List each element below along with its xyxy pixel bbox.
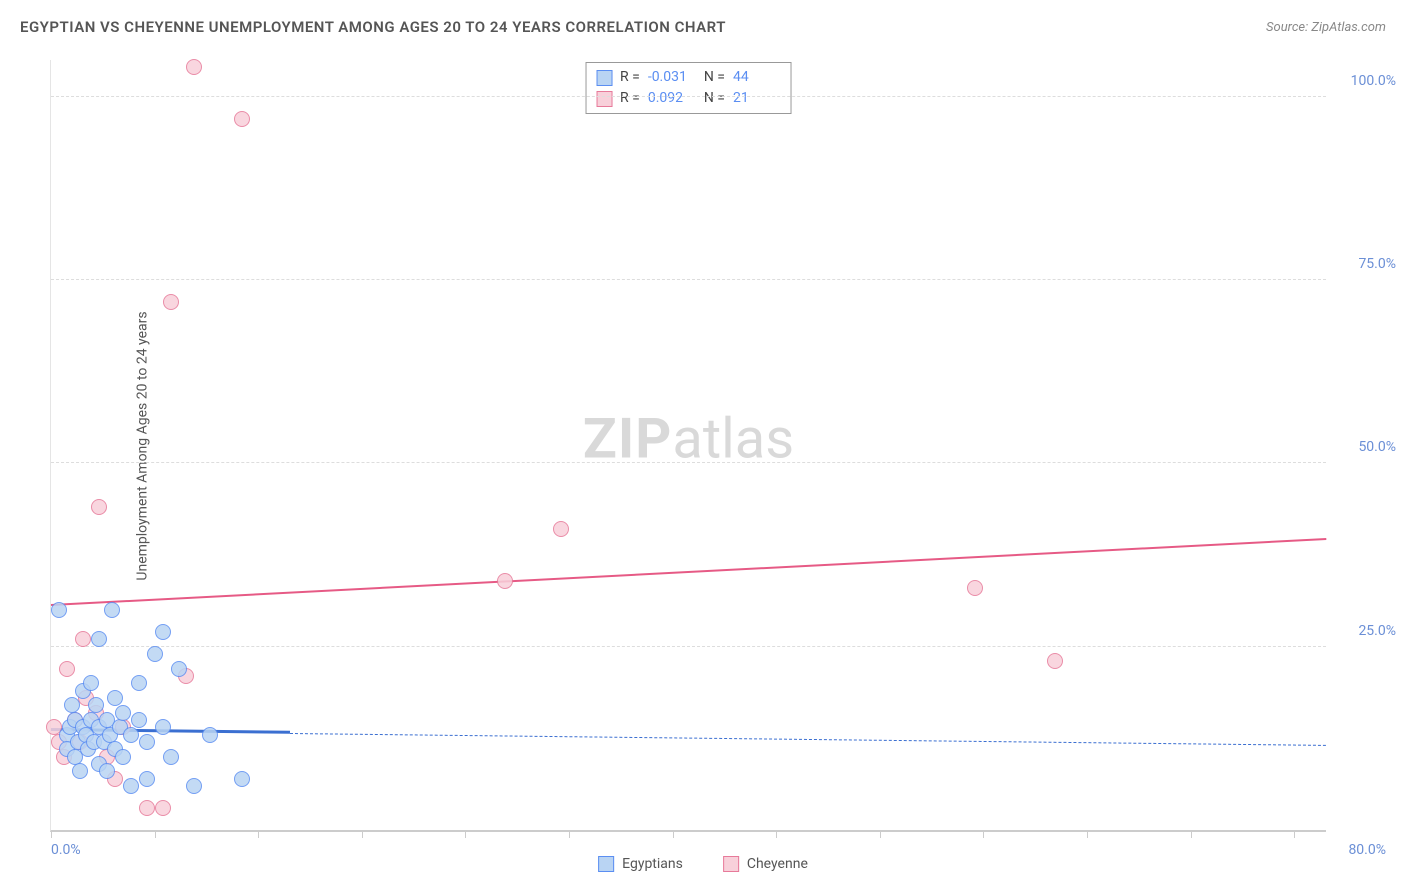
r-value-a: -0.031 xyxy=(648,67,696,88)
data-point-cheyenne xyxy=(75,631,91,647)
x-axis-max-label: 80.0% xyxy=(1348,842,1386,858)
gridline xyxy=(51,279,1326,280)
data-point-cheyenne xyxy=(234,111,250,127)
x-tick xyxy=(1087,830,1088,838)
legend-item-a: Egyptians xyxy=(598,856,683,872)
gridline xyxy=(51,96,1326,97)
data-point-egyptians xyxy=(115,749,131,765)
bottom-legend: Egyptians Cheyenne xyxy=(598,856,808,872)
data-point-egyptians xyxy=(234,771,250,787)
chart-title: EGYPTIAN VS CHEYENNE UNEMPLOYMENT AMONG … xyxy=(20,18,726,36)
y-tick-label: 50.0% xyxy=(1336,439,1396,455)
legend-label-b: Cheyenne xyxy=(747,856,808,872)
x-tick xyxy=(1191,830,1192,838)
data-point-cheyenne xyxy=(139,800,155,816)
legend-item-b: Cheyenne xyxy=(723,856,808,872)
data-point-egyptians xyxy=(99,763,115,779)
legend-swatch-a xyxy=(598,856,614,872)
data-point-egyptians xyxy=(131,675,147,691)
swatch-series-a xyxy=(596,70,612,86)
data-point-egyptians xyxy=(139,734,155,750)
x-tick xyxy=(51,830,52,838)
n-value-a: 44 xyxy=(733,67,781,88)
data-point-egyptians xyxy=(83,675,99,691)
trend-line xyxy=(290,733,1326,746)
legend-label-a: Egyptians xyxy=(622,856,683,872)
data-point-egyptians xyxy=(104,602,120,618)
data-point-egyptians xyxy=(171,661,187,677)
x-tick xyxy=(569,830,570,838)
trend-line xyxy=(51,538,1326,606)
y-tick-label: 100.0% xyxy=(1336,73,1396,89)
gridline xyxy=(51,462,1326,463)
data-point-egyptians xyxy=(123,727,139,743)
data-point-cheyenne xyxy=(186,59,202,75)
data-point-cheyenne xyxy=(155,800,171,816)
x-tick xyxy=(258,830,259,838)
data-point-egyptians xyxy=(72,763,88,779)
stats-legend-box: R = -0.031 N = 44 R = 0.092 N = 21 xyxy=(585,62,792,114)
data-point-cheyenne xyxy=(553,521,569,537)
data-point-cheyenne xyxy=(1047,653,1063,669)
gridline xyxy=(51,646,1326,647)
legend-swatch-b xyxy=(723,856,739,872)
data-point-egyptians xyxy=(91,631,107,647)
data-point-egyptians xyxy=(155,624,171,640)
x-tick xyxy=(1294,830,1295,838)
data-point-egyptians xyxy=(123,778,139,794)
data-point-egyptians xyxy=(88,697,104,713)
data-point-egyptians xyxy=(163,749,179,765)
data-point-egyptians xyxy=(147,646,163,662)
data-point-egyptians xyxy=(155,719,171,735)
data-point-cheyenne xyxy=(59,661,75,677)
x-tick xyxy=(673,830,674,838)
x-tick xyxy=(362,830,363,838)
data-point-egyptians xyxy=(115,705,131,721)
data-point-egyptians xyxy=(139,771,155,787)
stats-row-a: R = -0.031 N = 44 xyxy=(596,67,781,88)
y-tick-label: 25.0% xyxy=(1336,623,1396,639)
y-tick-label: 75.0% xyxy=(1336,256,1396,272)
data-point-egyptians xyxy=(131,712,147,728)
data-point-cheyenne xyxy=(91,499,107,515)
x-tick xyxy=(880,830,881,838)
data-point-cheyenne xyxy=(497,573,513,589)
data-point-egyptians xyxy=(107,690,123,706)
source-attribution: Source: ZipAtlas.com xyxy=(1266,20,1386,35)
stats-row-b: R = 0.092 N = 21 xyxy=(596,88,781,109)
swatch-series-b xyxy=(596,91,612,107)
x-tick xyxy=(155,830,156,838)
chart-plot-area: ZIPatlas R = -0.031 N = 44 R = 0.092 N =… xyxy=(50,60,1326,832)
data-point-egyptians xyxy=(64,697,80,713)
x-tick xyxy=(983,830,984,838)
r-value-b: 0.092 xyxy=(648,88,696,109)
data-point-egyptians xyxy=(202,727,218,743)
x-axis-min-label: 0.0% xyxy=(51,842,81,858)
data-point-egyptians xyxy=(51,602,67,618)
data-point-cheyenne xyxy=(163,294,179,310)
x-tick xyxy=(465,830,466,838)
n-value-b: 21 xyxy=(733,88,781,109)
x-tick xyxy=(776,830,777,838)
data-point-cheyenne xyxy=(967,580,983,596)
data-point-egyptians xyxy=(186,778,202,794)
